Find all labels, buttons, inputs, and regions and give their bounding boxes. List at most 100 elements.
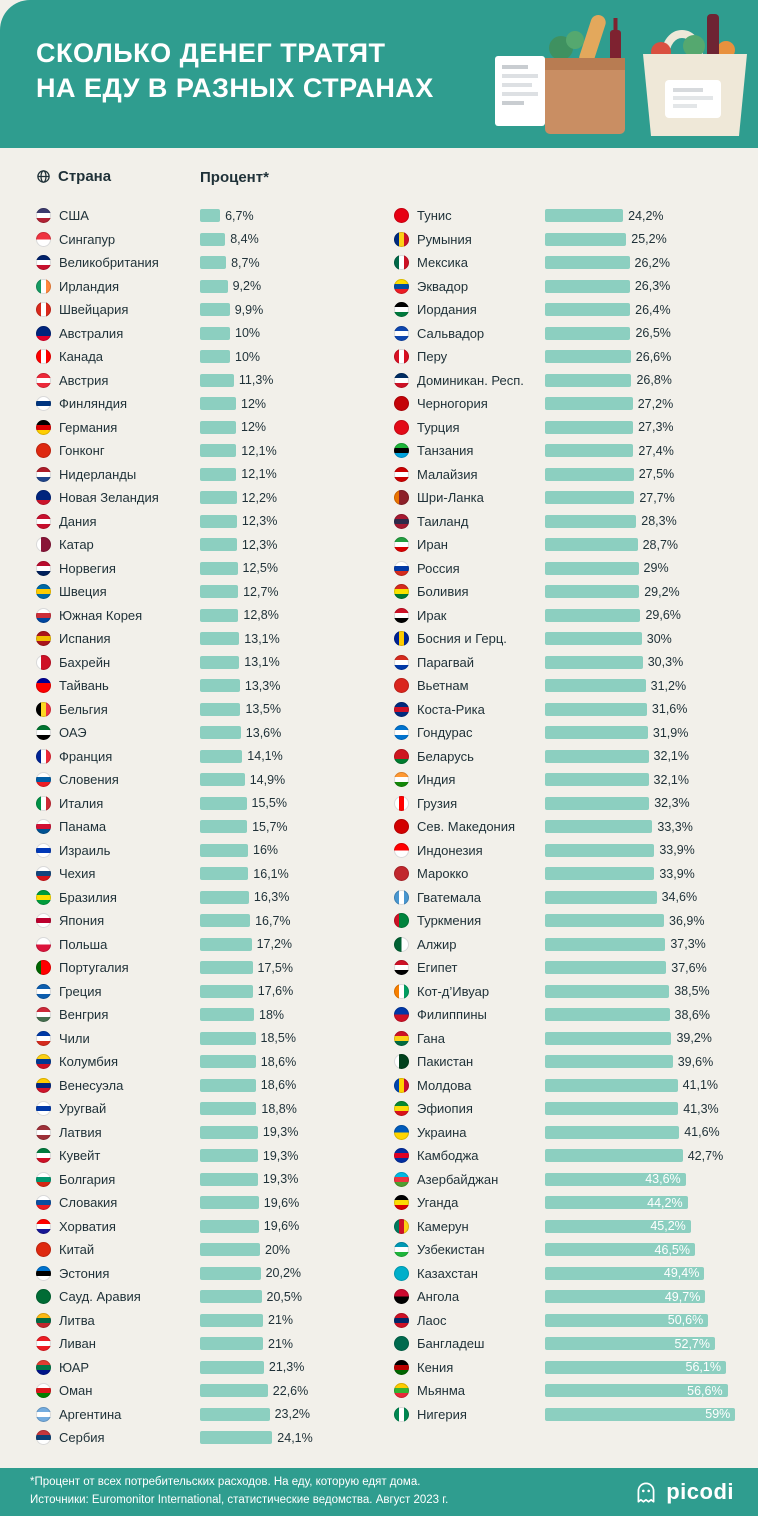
country-name: Южная Корея (59, 607, 143, 623)
percent-label: 18% (259, 1007, 285, 1022)
bar-area: 8,7% (200, 256, 386, 270)
percent-bar (200, 867, 249, 881)
country-name: Босния и Герц. (417, 631, 507, 647)
country-name: Португалия (59, 960, 129, 976)
country-row: Латвия 19,3% (36, 1121, 386, 1145)
bar-area: 24,1% (200, 1431, 386, 1445)
picodi-logo: picodi (633, 1479, 734, 1505)
percent-label: 18,6% (260, 1078, 297, 1093)
country-flag-icon (36, 560, 51, 576)
bar-area: 28,3% (545, 514, 745, 528)
bar-area: 13,1% (200, 632, 386, 646)
country-row: Уругвай 18,8% (36, 1097, 386, 1121)
country-flag-icon (394, 278, 409, 294)
country-name: Великобритания (59, 255, 159, 271)
country-name: Словения (59, 772, 119, 788)
percent-bar: 59% (545, 1407, 736, 1421)
country-name: Пакистан (417, 1054, 474, 1070)
country-row: Швеция 12,7% (36, 580, 386, 604)
percent-bar (200, 1031, 256, 1045)
country-flag-icon (394, 1124, 409, 1140)
percent-label: 10% (235, 349, 261, 364)
picodi-logo-text: picodi (666, 1479, 734, 1504)
country-name: Грузия (417, 795, 458, 811)
country-flag-icon (394, 1007, 409, 1023)
bar-area: 17,5% (200, 961, 386, 975)
country-name: Новая Зеландия (59, 490, 159, 506)
percent-label: 9,2% (232, 279, 262, 294)
country-flag-icon (394, 302, 409, 318)
header: СКОЛЬКО ДЕНЕГ ТРАТЯТ НА ЕДУ В РАЗНЫХ СТР… (0, 0, 758, 148)
country-flag-icon (36, 466, 51, 482)
country-row: Финляндия 12% (36, 392, 386, 416)
percent-bar (200, 984, 253, 998)
country-name: Кения (417, 1359, 454, 1375)
percent-bar (200, 561, 238, 575)
country-flag-icon (394, 1312, 409, 1328)
country-name: Казахстан (417, 1265, 478, 1281)
percent-label: 21,3% (268, 1360, 305, 1375)
percent-bar (545, 1149, 683, 1163)
country-row: Туркмения 36,9% (394, 909, 745, 933)
percent-bar (200, 655, 240, 669)
percent-bar (545, 256, 630, 270)
percent-label: 13,1% (244, 655, 280, 670)
country-flag-icon (394, 584, 409, 600)
percent-label: 15,5% (251, 796, 287, 811)
country-name: Эфиопия (417, 1101, 473, 1117)
country-flag-icon (394, 983, 409, 999)
bar-area: 41,6% (545, 1125, 745, 1139)
grocery-bags-illustration (495, 14, 747, 136)
percent-bar (200, 279, 228, 293)
country-name: Чили (59, 1030, 90, 1046)
country-flag-icon (36, 1336, 51, 1352)
country-name: Кувейт (59, 1148, 101, 1164)
country-row: Беларусь 32,1% (394, 745, 745, 769)
country-row: Иордания 26,4% (394, 298, 745, 322)
percent-label: 18,8% (261, 1101, 297, 1116)
bar-area: 39,6% (545, 1055, 745, 1069)
bar-area: 34,6% (545, 890, 745, 904)
bar-area: 56,1% (545, 1360, 745, 1374)
country-flag-icon (36, 208, 51, 224)
country-row: Канада 10% (36, 345, 386, 369)
country-name: Хорватия (59, 1218, 116, 1234)
percent-label: 17,6% (257, 984, 294, 999)
bar-area: 8,4% (200, 232, 386, 246)
page-title: СКОЛЬКО ДЕНЕГ ТРАТЯТ НА ЕДУ В РАЗНЫХ СТР… (36, 36, 434, 106)
bar-area: 12,1% (200, 467, 386, 481)
country-flag-icon (394, 1171, 409, 1187)
percent-label: 28,7% (642, 537, 679, 552)
country-flag-icon (36, 748, 51, 764)
country-row: Катар 12,3% (36, 533, 386, 557)
percent-bar (545, 491, 635, 505)
country-name: Вьетнам (417, 678, 469, 694)
country-flag-icon (36, 513, 51, 529)
title-line-1: СКОЛЬКО ДЕНЕГ ТРАТЯТ (36, 38, 386, 68)
percent-bar (545, 350, 631, 364)
bar-area: 41,3% (545, 1102, 745, 1116)
percent-label: 20% (265, 1242, 291, 1257)
country-name: Мьянма (417, 1383, 465, 1399)
percent-label: 22,6% (272, 1383, 309, 1398)
bar-area: 12% (200, 420, 386, 434)
percent-bar (545, 773, 649, 787)
percent-bar (545, 585, 640, 599)
country-row: Дания 12,3% (36, 510, 386, 534)
country-row: Нидерланды 12,1% (36, 463, 386, 487)
country-flag-icon (36, 1242, 51, 1258)
percent-bar (545, 867, 655, 881)
country-flag-icon (394, 1218, 409, 1234)
percent-label: 29% (643, 561, 669, 576)
bar-area: 38,6% (545, 1008, 745, 1022)
percent-label: 33,3% (657, 819, 693, 834)
country-row: Китай 20% (36, 1238, 386, 1262)
bar-area: 31,9% (545, 726, 745, 740)
percent-bar (545, 914, 665, 928)
bar-area: 17,2% (200, 937, 386, 951)
country-row: Турция 27,3% (394, 416, 745, 440)
percent-label: 42,7% (687, 1148, 724, 1163)
country-row: Вьетнам 31,2% (394, 674, 745, 698)
percent-bar (545, 796, 650, 810)
